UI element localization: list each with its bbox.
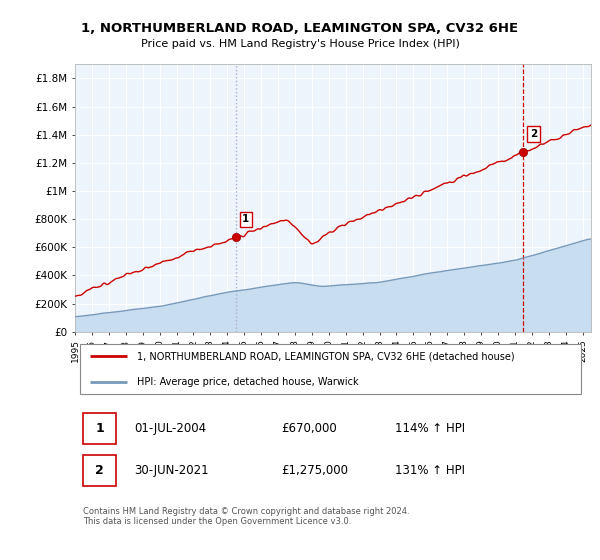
Text: 2: 2 bbox=[530, 129, 537, 139]
Text: 1: 1 bbox=[95, 422, 104, 435]
Text: 1: 1 bbox=[242, 214, 250, 224]
Text: Price paid vs. HM Land Registry's House Price Index (HPI): Price paid vs. HM Land Registry's House … bbox=[140, 39, 460, 49]
Bar bbox=[83, 413, 116, 444]
Text: £1,275,000: £1,275,000 bbox=[281, 464, 349, 477]
Text: 114% ↑ HPI: 114% ↑ HPI bbox=[395, 422, 465, 435]
Text: 2: 2 bbox=[95, 464, 104, 477]
Text: HPI: Average price, detached house, Warwick: HPI: Average price, detached house, Warw… bbox=[137, 377, 359, 386]
Bar bbox=[83, 455, 116, 486]
Text: £670,000: £670,000 bbox=[281, 422, 337, 435]
Text: 30-JUN-2021: 30-JUN-2021 bbox=[134, 464, 209, 477]
Text: 1, NORTHUMBERLAND ROAD, LEAMINGTON SPA, CV32 6HE: 1, NORTHUMBERLAND ROAD, LEAMINGTON SPA, … bbox=[82, 22, 518, 35]
Text: 131% ↑ HPI: 131% ↑ HPI bbox=[395, 464, 465, 477]
Text: Contains HM Land Registry data © Crown copyright and database right 2024.
This d: Contains HM Land Registry data © Crown c… bbox=[83, 507, 409, 526]
Text: 01-JUL-2004: 01-JUL-2004 bbox=[134, 422, 206, 435]
Text: 1, NORTHUMBERLAND ROAD, LEAMINGTON SPA, CV32 6HE (detached house): 1, NORTHUMBERLAND ROAD, LEAMINGTON SPA, … bbox=[137, 351, 515, 361]
